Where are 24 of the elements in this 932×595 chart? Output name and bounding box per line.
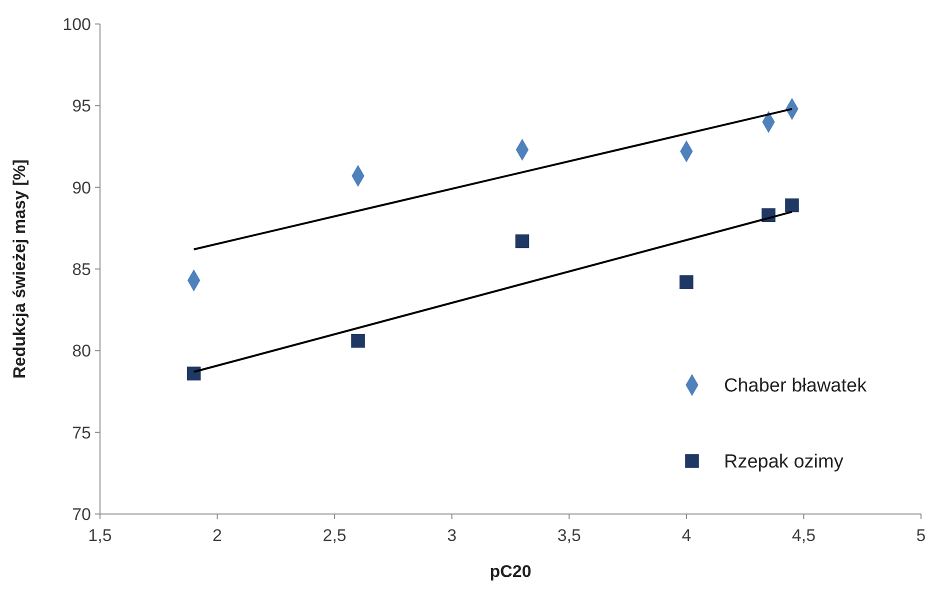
y-tick-label: 95 (72, 96, 91, 116)
y-tick-label: 100 (62, 14, 91, 34)
x-tick-label: 2,5 (322, 526, 346, 545)
point (785, 198, 799, 212)
y-tick-label: 80 (72, 342, 91, 361)
y-tick-label: 70 (72, 504, 91, 524)
y-axis-title: Redukcja świeżej masy [%] (10, 159, 29, 379)
point (186, 366, 201, 380)
point (515, 234, 530, 248)
point (351, 334, 365, 348)
point (680, 275, 694, 289)
x-tick-label: 4,5 (792, 526, 816, 545)
y-tick-label: 75 (72, 423, 91, 442)
x-tick-label: 3 (447, 526, 457, 545)
x-tick-label: 5 (916, 526, 926, 545)
x-tick-label: 4 (682, 526, 692, 545)
legend-label: Chaber bławatek (724, 376, 868, 397)
x-tick-label: 2 (212, 526, 222, 545)
y-tick-label: 85 (72, 260, 91, 279)
x-axis-title: pC20 (490, 562, 532, 581)
legend-label: Rzepak ozimy (724, 452, 844, 473)
x-tick-label: 3,5 (557, 526, 581, 545)
x-tick-label: 1,5 (88, 526, 112, 545)
y-tick-label: 90 (72, 178, 91, 198)
